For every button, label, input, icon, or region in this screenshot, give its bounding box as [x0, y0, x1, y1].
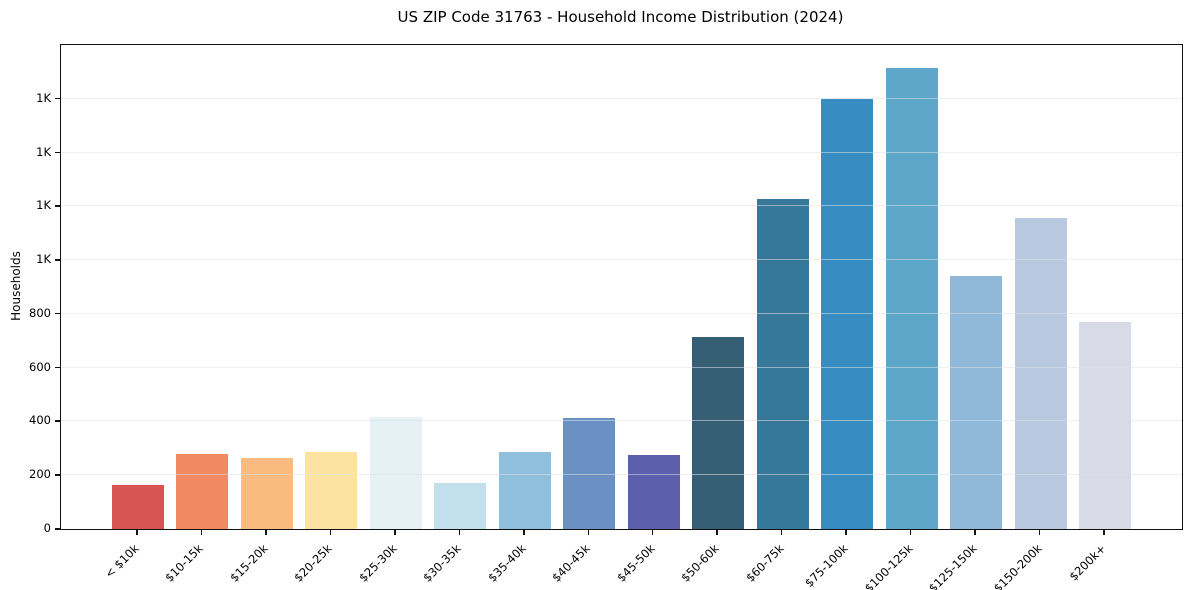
chart-title: US ZIP Code 31763 - Household Income Dis… — [397, 8, 844, 26]
y-tick-mark — [55, 474, 60, 476]
y-tick-label: 200 — [29, 467, 51, 482]
x-tick-mark — [780, 529, 783, 535]
x-tick-mark — [716, 529, 718, 535]
bar — [240, 458, 293, 529]
x-tick-mark — [1038, 529, 1041, 535]
x-tick-mark — [974, 529, 976, 535]
y-tick-label: 0 — [43, 521, 51, 535]
bar — [692, 337, 745, 529]
bar — [1014, 217, 1067, 529]
bar — [950, 275, 1003, 529]
y-tick-mark — [55, 312, 60, 315]
x-tick-mark — [136, 529, 138, 535]
y-gridline — [61, 474, 1182, 476]
bar — [627, 454, 680, 529]
bar — [498, 452, 551, 529]
bar — [885, 68, 938, 529]
y-gridline — [61, 205, 1182, 207]
x-tick-mark — [1103, 529, 1105, 535]
x-tick-mark — [200, 529, 202, 535]
bar — [111, 484, 164, 529]
y-tick-label: 1K — [36, 144, 51, 159]
x-tick-mark — [651, 529, 654, 535]
y-gridline — [61, 312, 1182, 314]
x-tick-mark — [845, 529, 847, 535]
bar — [305, 451, 358, 529]
y-tick-mark — [55, 420, 60, 422]
y-tick-mark — [55, 259, 60, 261]
bar — [563, 417, 616, 529]
y-tick-label: 800 — [29, 305, 51, 320]
y-gridline — [61, 151, 1182, 153]
y-tick-label: 600 — [29, 359, 51, 374]
bar — [434, 483, 487, 529]
y-tick-mark — [55, 528, 60, 530]
y-gridline — [61, 420, 1182, 422]
x-tick-mark — [587, 529, 589, 535]
plot-area — [60, 44, 1183, 530]
y-tick-label: 1K — [36, 198, 51, 213]
y-tick-label: 1K — [36, 90, 51, 105]
bar — [176, 453, 229, 529]
x-tick-mark — [909, 529, 912, 535]
y-tick-mark — [55, 151, 60, 154]
bar — [369, 417, 422, 529]
y-tick-mark — [55, 97, 60, 100]
y-tick-mark — [55, 205, 60, 207]
x-tick-mark — [329, 529, 331, 535]
x-tick-mark — [394, 529, 396, 535]
bar — [1079, 321, 1132, 529]
y-tick-label: 1K — [36, 252, 51, 267]
x-tick-mark — [523, 529, 525, 535]
x-tick-label: < $10k — [101, 541, 142, 581]
y-tick-label: 400 — [29, 413, 51, 428]
bar — [821, 99, 874, 529]
y-gridline — [61, 259, 1182, 261]
x-tick-mark — [458, 529, 460, 535]
y-gridline — [61, 97, 1182, 99]
x-tick-mark — [265, 529, 267, 535]
y-tick-mark — [55, 366, 60, 369]
y-gridline — [61, 366, 1182, 368]
bar — [756, 199, 809, 529]
